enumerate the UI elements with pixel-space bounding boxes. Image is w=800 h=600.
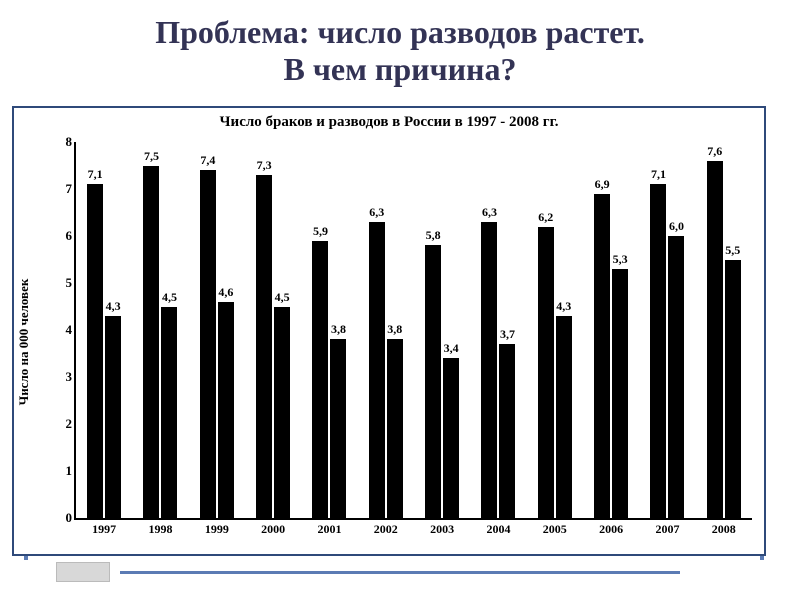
bar-group: 6,95,32006 [583, 142, 639, 518]
bar-group: 5,93,82001 [301, 142, 357, 518]
bar-value-label: 5,5 [725, 243, 740, 260]
bar-group: 5,83,42003 [414, 142, 470, 518]
bar-value-label: 4,5 [162, 290, 177, 307]
x-tick-label: 1997 [76, 518, 132, 537]
bar-value-label: 4,3 [106, 299, 121, 316]
bar-marriages: 7,5 [143, 166, 159, 519]
y-tick: 6 [46, 228, 72, 244]
x-tick-label: 2001 [301, 518, 357, 537]
bar-group: 6,33,72004 [470, 142, 526, 518]
x-tick-label: 1998 [132, 518, 188, 537]
bar-value-label: 5,3 [613, 252, 628, 269]
bar-group: 7,54,51998 [132, 142, 188, 518]
bar-divorces: 4,3 [105, 316, 121, 518]
bar-marriages: 6,9 [594, 194, 610, 518]
bar-divorces: 3,7 [499, 344, 515, 518]
x-tick-label: 2005 [527, 518, 583, 537]
bar-value-label: 6,0 [669, 219, 684, 236]
bar-divorces: 4,6 [218, 302, 234, 518]
y-tick: 3 [46, 369, 72, 385]
bar-divorces: 4,3 [556, 316, 572, 518]
bar-group: 6,33,82002 [358, 142, 414, 518]
bar-groups: 7,14,319977,54,519987,44,619997,34,52000… [76, 142, 752, 518]
slide-title: Проблема: число разводов растет. В чем п… [0, 0, 800, 94]
bar-value-label: 7,1 [88, 167, 103, 184]
bar-divorces: 3,4 [443, 358, 459, 518]
x-tick-label: 1999 [189, 518, 245, 537]
bar-marriages: 5,9 [312, 241, 328, 518]
bar-divorces: 5,5 [725, 260, 741, 519]
bar-group: 7,65,52008 [696, 142, 752, 518]
chart-frame: Число браков и разводов в России в 1997 … [12, 106, 766, 556]
x-tick-label: 2002 [358, 518, 414, 537]
x-tick-label: 2007 [639, 518, 695, 537]
x-tick-label: 2000 [245, 518, 301, 537]
slide-title-line2: В чем причина? [284, 51, 517, 87]
bar-group: 7,16,02007 [639, 142, 695, 518]
y-tick: 5 [46, 275, 72, 291]
chart-title: Число браков и разводов в России в 1997 … [14, 108, 764, 133]
x-tick-label: 2006 [583, 518, 639, 537]
x-tick-label: 2008 [696, 518, 752, 537]
bar-divorces: 4,5 [274, 307, 290, 519]
bar-marriages: 7,4 [200, 170, 216, 518]
bar-marriages: 7,1 [650, 184, 666, 518]
bar-marriages: 6,3 [481, 222, 497, 518]
bar-marriages: 6,3 [369, 222, 385, 518]
bar-value-label: 7,4 [200, 153, 215, 170]
y-tick: 4 [46, 322, 72, 338]
y-tick: 8 [46, 134, 72, 150]
decoration-box [56, 562, 110, 582]
plot-wrap: Число на 000 человек 7,14,319977,54,5199… [38, 138, 756, 546]
x-tick-label: 2003 [414, 518, 470, 537]
bar-value-label: 7,1 [651, 167, 666, 184]
bar-value-label: 6,3 [482, 205, 497, 222]
bar-marriages: 7,1 [87, 184, 103, 518]
slide-title-line1: Проблема: число разводов растет. [155, 14, 645, 50]
bar-value-label: 6,9 [595, 177, 610, 194]
bar-group: 7,34,52000 [245, 142, 301, 518]
bar-divorces: 3,8 [387, 339, 403, 518]
bar-value-label: 7,5 [144, 149, 159, 166]
bar-marriages: 7,6 [707, 161, 723, 518]
bar-value-label: 3,4 [444, 341, 459, 358]
bar-group: 6,24,32005 [527, 142, 583, 518]
x-tick-label: 2004 [470, 518, 526, 537]
y-tick: 2 [46, 416, 72, 432]
bar-value-label: 3,8 [331, 322, 346, 339]
bar-value-label: 7,6 [707, 144, 722, 161]
bar-value-label: 4,6 [218, 285, 233, 302]
bar-group: 7,14,31997 [76, 142, 132, 518]
bar-value-label: 4,3 [556, 299, 571, 316]
bar-divorces: 3,8 [330, 339, 346, 518]
bar-divorces: 4,5 [161, 307, 177, 519]
slide: Проблема: число разводов растет. В чем п… [0, 0, 800, 600]
bar-marriages: 5,8 [425, 245, 441, 518]
bar-divorces: 5,3 [612, 269, 628, 518]
y-tick: 7 [46, 181, 72, 197]
y-tick: 0 [46, 510, 72, 526]
bar-marriages: 7,3 [256, 175, 272, 518]
bar-value-label: 5,8 [426, 228, 441, 245]
bar-value-label: 6,3 [369, 205, 384, 222]
decoration-hline [120, 571, 680, 574]
bar-value-label: 5,9 [313, 224, 328, 241]
bar-marriages: 6,2 [538, 227, 554, 518]
bar-group: 7,44,61999 [189, 142, 245, 518]
bar-value-label: 3,7 [500, 327, 515, 344]
bar-value-label: 4,5 [275, 290, 290, 307]
bar-value-label: 6,2 [538, 210, 553, 227]
y-axis-label: Число на 000 человек [16, 279, 32, 406]
bar-value-label: 3,8 [387, 322, 402, 339]
bar-divorces: 6,0 [668, 236, 684, 518]
y-tick: 1 [46, 463, 72, 479]
bar-value-label: 7,3 [257, 158, 272, 175]
plot-area: 7,14,319977,54,519987,44,619997,34,52000… [74, 142, 752, 520]
